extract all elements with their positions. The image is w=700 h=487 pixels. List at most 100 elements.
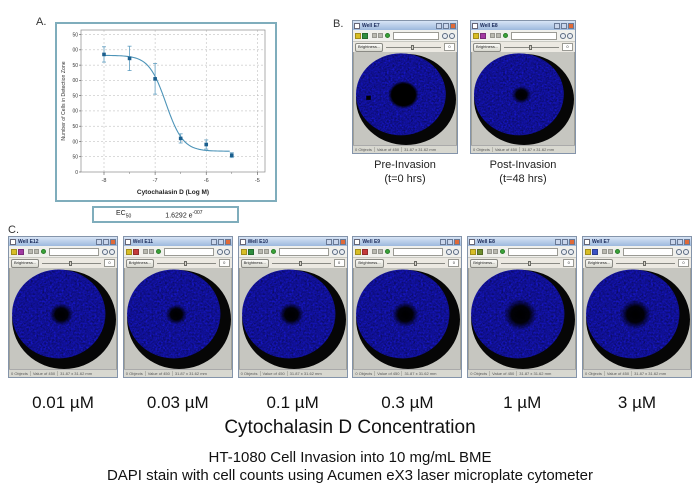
channel-b-icon[interactable] <box>591 248 598 255</box>
channel-b-icon[interactable] <box>132 248 139 255</box>
print-icon[interactable] <box>257 249 263 254</box>
channel-a-icon[interactable] <box>355 32 361 39</box>
save-icon[interactable] <box>148 249 154 254</box>
brightness-button[interactable]: Brightness... <box>11 258 40 268</box>
brightness-button[interactable]: Brightness... <box>473 42 502 52</box>
zoom-out-icon[interactable] <box>109 248 115 255</box>
close-button[interactable] <box>569 238 576 245</box>
zoom-in-icon[interactable] <box>561 248 568 255</box>
close-button[interactable] <box>454 238 461 245</box>
maximize-button[interactable] <box>447 238 454 245</box>
maximize-button[interactable] <box>332 238 339 245</box>
slider-thumb[interactable] <box>411 44 415 50</box>
minimize-button[interactable] <box>555 238 562 245</box>
maximize-button[interactable] <box>561 22 567 29</box>
channel-a-icon[interactable] <box>473 32 479 39</box>
zoom-in-icon[interactable] <box>560 32 566 39</box>
channel-a-icon[interactable] <box>584 248 591 255</box>
brightness-button[interactable]: Brightness... <box>125 258 155 268</box>
close-button[interactable] <box>224 238 231 245</box>
print-icon[interactable] <box>372 33 377 38</box>
brightness-slider[interactable] <box>42 260 101 267</box>
zoom-in-icon[interactable] <box>442 32 448 39</box>
channel-a-icon[interactable] <box>470 248 477 255</box>
well-select-input[interactable] <box>511 31 557 40</box>
brightness-slider[interactable] <box>386 260 446 267</box>
close-button[interactable] <box>568 22 574 29</box>
save-icon[interactable] <box>34 249 39 254</box>
minimize-button[interactable] <box>210 238 217 245</box>
zoom-out-icon[interactable] <box>449 32 455 39</box>
save-icon[interactable] <box>263 249 269 254</box>
slider-thumb[interactable] <box>184 260 188 266</box>
save-icon[interactable] <box>607 249 613 254</box>
brightness-slider[interactable] <box>157 260 216 267</box>
brightness-slider[interactable] <box>616 260 675 267</box>
well-select-input[interactable] <box>49 247 99 256</box>
zoom-out-icon[interactable] <box>682 248 689 255</box>
channel-a-icon[interactable] <box>355 248 362 255</box>
close-button[interactable] <box>110 238 116 245</box>
channel-a-icon[interactable] <box>240 248 247 255</box>
close-button[interactable] <box>339 238 346 245</box>
brightness-button[interactable]: Brightness... <box>355 42 384 52</box>
channel-b-icon[interactable] <box>477 248 484 255</box>
well-select-input[interactable] <box>393 247 444 256</box>
maximize-button[interactable] <box>443 22 449 29</box>
minimize-button[interactable] <box>436 22 442 29</box>
close-button[interactable] <box>450 22 456 29</box>
channel-b-icon[interactable] <box>362 32 368 39</box>
well-select-input[interactable] <box>278 247 329 256</box>
zoom-out-icon[interactable] <box>568 248 575 255</box>
maximize-button[interactable] <box>676 238 683 245</box>
print-icon[interactable] <box>490 33 495 38</box>
slider-thumb[interactable] <box>643 260 647 266</box>
save-icon[interactable] <box>496 33 501 38</box>
print-icon[interactable] <box>142 249 148 254</box>
channel-b-icon[interactable] <box>362 248 369 255</box>
channel-b-icon[interactable] <box>247 248 254 255</box>
brightness-slider[interactable] <box>271 260 331 267</box>
print-icon[interactable] <box>487 249 493 254</box>
well-select-input[interactable] <box>163 247 214 256</box>
zoom-out-icon[interactable] <box>453 248 460 255</box>
minimize-button[interactable] <box>669 238 676 245</box>
slider-thumb[interactable] <box>298 260 302 266</box>
zoom-in-icon[interactable] <box>331 248 338 255</box>
zoom-out-icon[interactable] <box>567 32 573 39</box>
save-icon[interactable] <box>493 249 499 254</box>
brightness-button[interactable]: Brightness... <box>240 258 269 268</box>
well-select-input[interactable] <box>622 247 673 256</box>
brightness-slider[interactable] <box>504 44 559 51</box>
zoom-in-icon[interactable] <box>675 248 682 255</box>
slider-thumb[interactable] <box>529 44 533 50</box>
slider-thumb[interactable] <box>413 260 417 266</box>
maximize-button[interactable] <box>562 238 569 245</box>
zoom-in-icon[interactable] <box>446 248 453 255</box>
channel-a-icon[interactable] <box>11 248 17 255</box>
save-icon[interactable] <box>378 249 384 254</box>
maximize-button[interactable] <box>217 238 224 245</box>
minimize-button[interactable] <box>325 238 332 245</box>
brightness-button[interactable]: Brightness... <box>584 258 614 268</box>
print-icon[interactable] <box>28 249 33 254</box>
close-button[interactable] <box>683 238 690 245</box>
slider-thumb[interactable] <box>69 260 73 266</box>
minimize-button[interactable] <box>96 238 102 245</box>
zoom-out-icon[interactable] <box>223 248 230 255</box>
zoom-in-icon[interactable] <box>216 248 223 255</box>
minimize-button[interactable] <box>440 238 447 245</box>
minimize-button[interactable] <box>554 22 560 29</box>
channel-a-icon[interactable] <box>125 248 132 255</box>
brightness-slider[interactable] <box>501 260 561 267</box>
maximize-button[interactable] <box>103 238 109 245</box>
channel-b-icon[interactable] <box>18 248 24 255</box>
well-select-input[interactable] <box>508 247 559 256</box>
channel-b-icon[interactable] <box>480 32 486 39</box>
zoom-in-icon[interactable] <box>102 248 108 255</box>
print-icon[interactable] <box>372 249 378 254</box>
well-select-input[interactable] <box>393 31 439 40</box>
brightness-button[interactable]: Brightness... <box>355 258 384 268</box>
slider-thumb[interactable] <box>528 260 532 266</box>
brightness-button[interactable]: Brightness... <box>470 258 499 268</box>
